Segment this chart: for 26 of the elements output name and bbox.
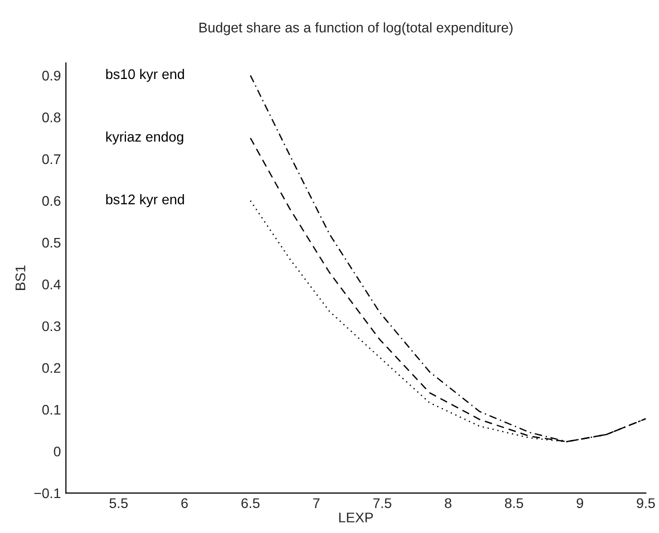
y-tick-label: 0.2 [42, 363, 60, 373]
y-tick-label: 0 [54, 446, 60, 456]
x-tick-label: 8 [444, 498, 452, 508]
y-tick-label: 0.8 [42, 112, 60, 122]
chart-title: Budget share as a function of log(total expenditure) [200, 22, 513, 36]
x-tick-label: 6.5 [241, 498, 260, 508]
y-tick-label: 0.5 [42, 238, 60, 248]
y-tick-label: 0.4 [42, 280, 61, 290]
y-tick-label: 0.9 [42, 70, 60, 81]
annotation: kyriaz endog [106, 132, 184, 144]
x-tick-label: 7.5 [373, 498, 392, 508]
annotation: bs12 kyr end [106, 194, 184, 208]
y-tick-label: 0.7 [42, 154, 60, 164]
x-tick-label: 9 [576, 498, 584, 508]
x-tick-label: 8.5 [504, 498, 524, 508]
y-tick-label: 0.1 [42, 404, 60, 415]
annotation: bs10 kyr end [106, 68, 184, 82]
x-tick-label: 9.5 [636, 498, 655, 508]
y-axis-title: BS1 [15, 266, 26, 290]
x-axis-title: LEXP [339, 512, 373, 522]
x-tick-label: 6 [181, 498, 188, 508]
y-tick-label: 0.6 [42, 196, 60, 206]
y-tick-label: −0.1 [34, 488, 60, 498]
y-tick-label: 0.3 [42, 321, 60, 332]
x-tick-label: 7 [313, 498, 320, 508]
x-tick-label: 5.5 [110, 498, 128, 508]
